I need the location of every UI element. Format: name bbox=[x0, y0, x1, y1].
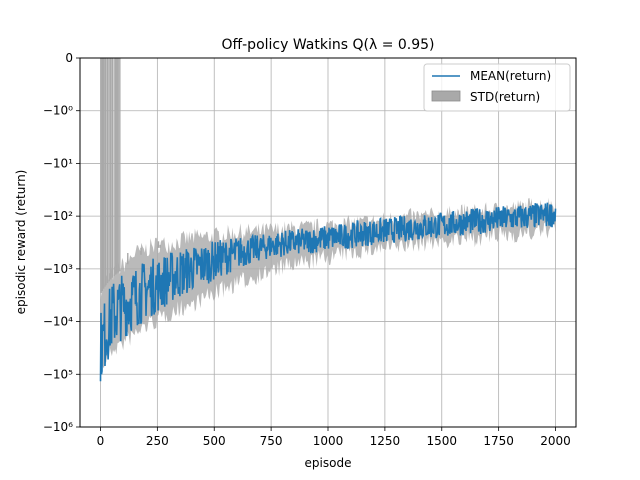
mean-line bbox=[99, 202, 557, 382]
x-tick-label: 500 bbox=[203, 434, 226, 448]
std-band bbox=[100, 197, 556, 378]
y-axis-label: episodic reward (return) bbox=[14, 170, 28, 315]
x-tick-label: 750 bbox=[260, 434, 283, 448]
y-tick-label: −10⁶ bbox=[43, 420, 73, 434]
x-tick-label: 1000 bbox=[313, 434, 344, 448]
y-tick-label: −10⁵ bbox=[43, 367, 73, 381]
y-tick-label: −10³ bbox=[43, 262, 73, 276]
x-axis-ticks: 0 250 500 750 1000 1250 1500 1750 2000 bbox=[97, 427, 571, 448]
legend-box bbox=[423, 63, 571, 112]
mean-line-layer bbox=[99, 202, 557, 382]
y-tick-label: −10² bbox=[43, 209, 73, 223]
y-tick-label: −10⁰ bbox=[43, 104, 73, 118]
y-tick-label: −10¹ bbox=[43, 156, 73, 170]
x-tick-label: 2000 bbox=[540, 434, 571, 448]
y-tick-label: −10⁴ bbox=[43, 315, 73, 329]
std-band-layer bbox=[100, 58, 556, 378]
legend: MEAN(return) STD(return) bbox=[423, 63, 571, 112]
legend-mean-label: MEAN(return) bbox=[470, 69, 551, 83]
x-tick-label: 250 bbox=[146, 434, 169, 448]
x-tick-label: 1250 bbox=[370, 434, 401, 448]
y-axis-ticks: 0 −10⁰ −10¹ −10² −10³ −10⁴ −10⁵ −10⁶ bbox=[43, 51, 80, 434]
chart-title: Off-policy Watkins Q(λ = 0.95) bbox=[221, 37, 434, 53]
legend-std-swatch bbox=[431, 90, 461, 102]
legend-std-label: STD(return) bbox=[470, 90, 540, 104]
y-tick-label: 0 bbox=[65, 51, 73, 65]
x-axis-label: episode bbox=[305, 456, 352, 470]
x-tick-label: 1500 bbox=[426, 434, 457, 448]
x-tick-label: 1750 bbox=[483, 434, 514, 448]
x-tick-label: 0 bbox=[97, 434, 105, 448]
